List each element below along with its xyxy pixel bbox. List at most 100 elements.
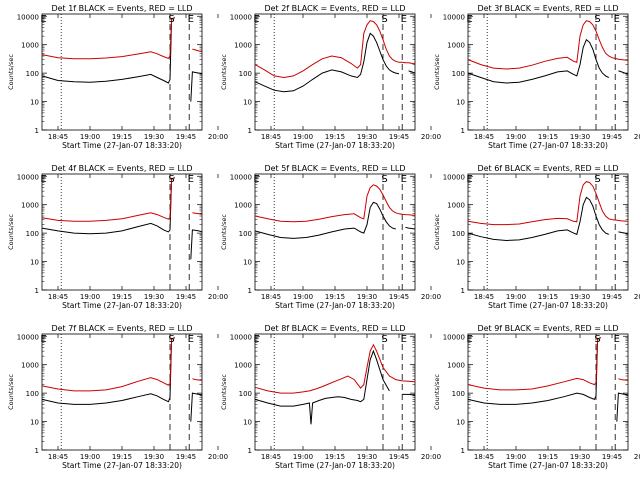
event-marker-label: E xyxy=(253,174,259,185)
y-axis-label: Counts/sec xyxy=(220,374,228,410)
chart-panel-3: Det 3f BLACK = Events, RED = LLD 1 10 100 10… xyxy=(433,4,640,150)
y-tick-label: 10000 xyxy=(17,173,39,181)
chart-panel-2: Det 2f BLACK = Events, RED = LLD 1 10 100 10… xyxy=(220,4,441,150)
x-tick-label: 18:45 xyxy=(48,453,68,461)
events-series-line xyxy=(254,349,416,425)
x-tick-label: 19:00 xyxy=(80,293,100,301)
x-tick-label: 19:15 xyxy=(325,453,345,461)
chart-panel-9: Det 9f BLACK = Events, RED = LLD 1 10 100 10… xyxy=(433,324,640,470)
chart-panel-8: Det 8f BLACK = Events, RED = LLD 1 10 100 10… xyxy=(220,324,441,470)
y-tick-label: 10 xyxy=(30,259,39,267)
x-tick-label: 19:30 xyxy=(570,453,590,461)
y-tick-label: 100 xyxy=(26,390,39,398)
y-tick-label: 1 xyxy=(461,287,465,295)
chart-panel-5: Det 5f BLACK = Events, RED = LLD 1 10 100 10… xyxy=(220,164,441,310)
y-tick-label: 1 xyxy=(35,287,39,295)
y-tick-label: 10000 xyxy=(230,173,252,181)
plot-frame xyxy=(254,173,416,291)
y-tick-label: 100 xyxy=(239,390,252,398)
x-tick-label: 19:00 xyxy=(293,453,313,461)
lld-series-line xyxy=(41,177,203,222)
y-axis-label: Counts/sec xyxy=(433,374,441,410)
event-marker-label: E xyxy=(401,14,407,25)
event-marker-label: S xyxy=(594,334,600,345)
x-tick-label: 19:00 xyxy=(506,293,526,301)
chart-panel-4: Det 4f BLACK = Events, RED = LLD 1 10 100 10… xyxy=(7,164,228,310)
x-tick-label: 19:15 xyxy=(325,293,345,301)
x-axis-label: Start Time (27-Jan-07 18:33:20) xyxy=(275,461,395,470)
chart-panel-6: Det 6f BLACK = Events, RED = LLD 1 10 100 10… xyxy=(433,164,640,310)
lld-series-line xyxy=(254,20,415,79)
event-marker-label: E xyxy=(401,174,407,185)
event-marker-label: E xyxy=(40,334,46,345)
x-tick-label: 19:45 xyxy=(389,133,409,141)
x-tick-label: 20:00 xyxy=(208,293,228,301)
y-axis-label: Counts/sec xyxy=(220,214,228,250)
x-tick-label: 19:30 xyxy=(357,293,377,301)
y-axis-label: Counts/sec xyxy=(220,54,228,90)
y-tick-label: 1000 xyxy=(447,202,465,210)
y-axis-label: Counts/sec xyxy=(433,54,441,90)
x-tick-label: 20:00 xyxy=(208,453,228,461)
plot-frame xyxy=(254,13,416,131)
y-tick-label: 10 xyxy=(243,419,252,427)
y-tick-label: 100 xyxy=(239,230,252,238)
events-series-line xyxy=(254,32,416,93)
x-tick-label: 19:15 xyxy=(538,293,558,301)
y-tick-label: 1 xyxy=(461,447,465,455)
events-series-line xyxy=(41,17,203,102)
y-tick-label: 10 xyxy=(243,99,252,107)
plot-frame xyxy=(41,13,203,131)
event-marker-label: E xyxy=(614,334,620,345)
y-tick-label: 1000 xyxy=(234,202,252,210)
x-tick-label: 19:30 xyxy=(570,293,590,301)
event-marker-label: E xyxy=(253,334,259,345)
x-tick-label: 18:45 xyxy=(261,453,281,461)
x-tick-label: 19:15 xyxy=(325,133,345,141)
chart-title: Det 5f BLACK = Events, RED = LLD xyxy=(264,164,405,173)
x-tick-label: 19:30 xyxy=(144,453,164,461)
y-tick-label: 10 xyxy=(30,419,39,427)
chart-panel-1: Det 1f BLACK = Events, RED = LLD 1 10 100 10… xyxy=(7,4,228,150)
events-series-line xyxy=(467,38,629,84)
x-tick-label: 19:15 xyxy=(538,133,558,141)
event-marker-label: E xyxy=(188,334,194,345)
x-tick-label: 19:30 xyxy=(357,133,377,141)
x-tick-label: 18:45 xyxy=(474,453,494,461)
plot-frame xyxy=(467,333,629,451)
event-marker-label: E xyxy=(40,14,46,25)
y-tick-label: 1 xyxy=(461,127,465,135)
y-axis-label: Counts/sec xyxy=(7,374,15,410)
x-tick-label: 19:30 xyxy=(570,133,590,141)
x-tick-label: 20:00 xyxy=(421,453,441,461)
y-tick-label: 100 xyxy=(26,230,39,238)
event-marker-label: E xyxy=(401,334,407,345)
y-tick-label: 1000 xyxy=(21,202,39,210)
x-tick-label: 18:45 xyxy=(261,133,281,141)
x-axis-label: Start Time (27-Jan-07 18:33:20) xyxy=(488,141,608,150)
x-tick-label: 20:00 xyxy=(634,453,640,461)
chart-title: Det 7f BLACK = Events, RED = LLD xyxy=(51,324,192,333)
x-tick-label: 20:00 xyxy=(208,133,228,141)
event-marker-label: E xyxy=(614,14,620,25)
x-tick-label: 19:45 xyxy=(602,133,622,141)
x-tick-label: 19:00 xyxy=(293,293,313,301)
x-tick-label: 19:45 xyxy=(602,453,622,461)
x-tick-label: 20:00 xyxy=(421,293,441,301)
lld-series-line xyxy=(467,20,629,70)
plot-frame xyxy=(467,13,629,131)
x-tick-label: 19:45 xyxy=(176,293,196,301)
chart-title: Det 1f BLACK = Events, RED = LLD xyxy=(51,4,192,13)
event-marker-label: E xyxy=(466,174,472,185)
event-marker-label: E xyxy=(188,174,194,185)
x-tick-label: 18:45 xyxy=(48,293,68,301)
chart-title: Det 6f BLACK = Events, RED = LLD xyxy=(477,164,618,173)
x-axis-label: Start Time (27-Jan-07 18:33:20) xyxy=(62,461,182,470)
y-tick-label: 1 xyxy=(35,447,39,455)
y-axis-label: Counts/sec xyxy=(7,214,15,250)
x-axis-label: Start Time (27-Jan-07 18:33:20) xyxy=(62,141,182,150)
x-tick-label: 20:00 xyxy=(634,293,640,301)
chart-title: Det 9f BLACK = Events, RED = LLD xyxy=(477,324,618,333)
x-tick-label: 18:45 xyxy=(48,133,68,141)
x-tick-label: 19:00 xyxy=(293,133,313,141)
